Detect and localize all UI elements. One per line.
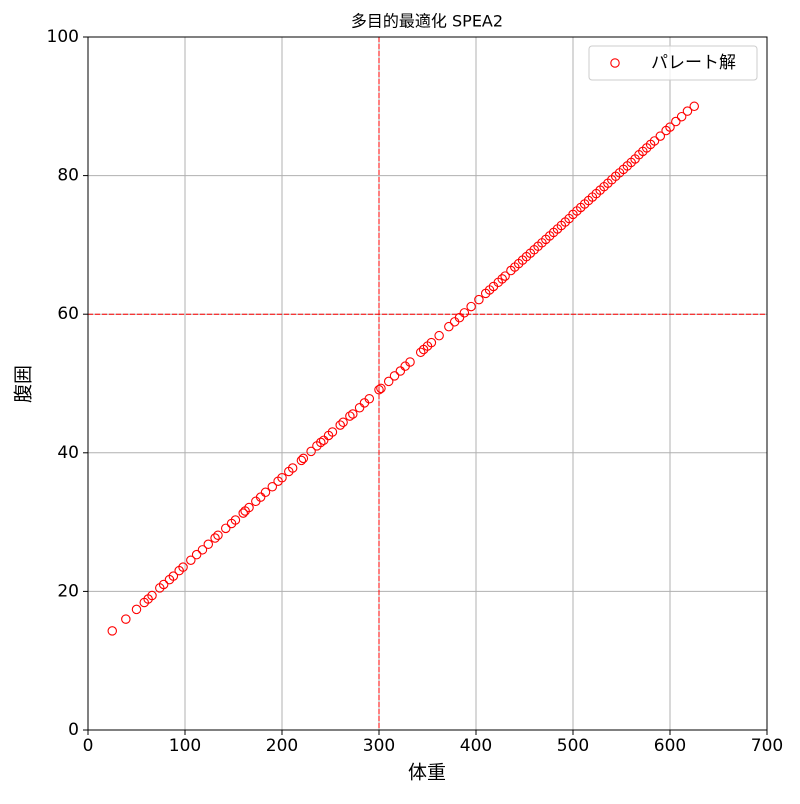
x-tick-label: 600	[654, 736, 686, 756]
scatter-point	[395, 366, 406, 376]
legend-marker	[610, 58, 620, 68]
scatter-point	[260, 487, 271, 498]
legend-label: パレート解	[651, 53, 736, 73]
scatter-point	[306, 446, 316, 457]
scatter-point	[197, 545, 208, 555]
scatter-point	[210, 533, 220, 543]
scatter-point	[318, 435, 329, 446]
scatter-point	[131, 604, 142, 615]
scatter-point	[168, 571, 179, 581]
scatter-point	[434, 330, 444, 341]
scatter-point	[191, 549, 202, 560]
scatter-point	[405, 357, 415, 367]
y-tick-label: 80	[57, 166, 79, 186]
y-tick-label: 0	[68, 720, 79, 740]
scatter-point	[244, 502, 254, 513]
scatter-point	[364, 393, 375, 404]
scatter-point	[178, 562, 188, 572]
scatter-point	[338, 417, 348, 428]
scatter-point	[655, 131, 666, 141]
legend-box	[588, 45, 758, 81]
scatter-point	[459, 308, 470, 318]
scatter-point	[354, 403, 365, 413]
scatter-point	[649, 136, 660, 146]
y-tick-label: 100	[47, 27, 79, 47]
scatter-point	[147, 590, 157, 601]
scatter-point	[316, 437, 326, 448]
scatter-point	[203, 539, 214, 550]
scatter-point	[374, 384, 384, 395]
scatter-point	[671, 116, 681, 127]
scatter-point	[466, 301, 476, 312]
scatter-point	[287, 463, 298, 473]
scatter-point	[335, 420, 345, 430]
scatter-point	[389, 371, 400, 381]
scatter-point	[238, 508, 248, 518]
scatter-point	[682, 106, 693, 116]
x-tick-label: 300	[363, 736, 395, 756]
scatter-point	[220, 523, 231, 534]
scatter-point	[121, 614, 131, 624]
scatter-point	[444, 321, 454, 332]
scatter-point	[327, 427, 338, 437]
scatter-point	[665, 122, 675, 132]
scatter-point	[376, 383, 386, 394]
plot-frame	[87, 36, 768, 731]
x-tick-label: 200	[266, 736, 298, 756]
scatter-point	[255, 492, 266, 502]
scatter-point	[345, 411, 355, 421]
scatter-point	[497, 274, 507, 284]
x-tick-label: 400	[460, 736, 492, 756]
scatter-point	[213, 530, 223, 541]
x-tick-label: 500	[557, 736, 589, 756]
chart-title: 多目的最適化 SPEA2	[351, 12, 503, 31]
y-axis-label: 腹囲	[13, 365, 35, 403]
x-tick-label: 0	[83, 736, 94, 756]
scatter-point	[676, 111, 687, 122]
scatter-point	[415, 347, 426, 358]
scatter-point	[230, 515, 241, 525]
x-tick-label: 100	[169, 736, 201, 756]
scatter-point	[107, 626, 118, 636]
scatter-point	[298, 453, 309, 464]
scatter-point	[348, 409, 358, 419]
scatter-point	[158, 579, 169, 590]
scatter-point	[426, 337, 437, 348]
scatter-point	[267, 482, 278, 492]
x-tick-label: 700	[751, 736, 783, 756]
scatter-point	[474, 294, 484, 305]
y-tick-label: 20	[57, 581, 79, 601]
scatter-point	[689, 101, 699, 112]
y-tick-label: 60	[57, 304, 79, 324]
x-axis-label: 体重	[408, 762, 446, 784]
scatter-point	[454, 312, 465, 323]
scatter-point	[186, 555, 196, 565]
scatter-point	[277, 472, 287, 483]
scatter-point	[383, 376, 394, 387]
y-tick-label: 40	[57, 443, 79, 463]
scatter-point	[500, 271, 510, 281]
scatter-point	[296, 455, 307, 466]
